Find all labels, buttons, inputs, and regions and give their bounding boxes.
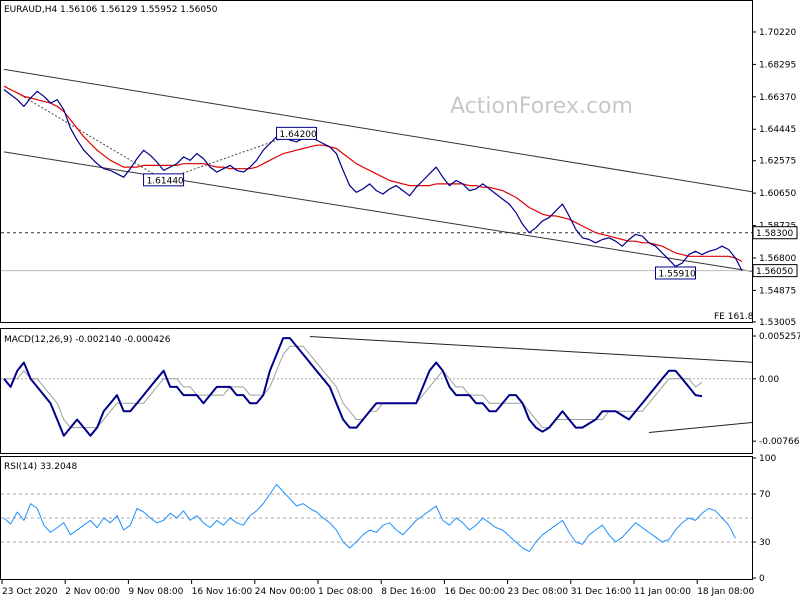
x-tick-label: 18 Jan 08:00	[697, 587, 754, 597]
watermark: ActionForex.com	[450, 94, 633, 119]
macd-trend-upper	[309, 336, 752, 363]
macd-panel-frame	[0, 328, 753, 454]
rsi-header: RSI(14) 33.2048	[4, 462, 77, 472]
moving-average-line	[3, 85, 743, 262]
x-tick-label: 23 Dec 08:00	[508, 587, 569, 597]
price-tick-label: 1.66370	[759, 93, 796, 103]
price-tick-label: 1.53005	[759, 318, 796, 328]
x-tick-label: 8 Dec 16:00	[381, 587, 436, 597]
x-axis: 23 Oct 2020 2 Nov 00:00 9 Nov 08:00 16 Nov …	[1, 580, 754, 597]
dotted-trend-line	[163, 132, 297, 181]
price-tick-label: 1.64445	[759, 125, 796, 135]
x-tick-label: 11 Jan 00:00	[634, 587, 691, 597]
macd-tick-label: 0.00	[759, 375, 779, 385]
rsi-axis: 100 70 30 0	[752, 454, 776, 584]
rsi-tick-label: 70	[759, 490, 771, 500]
dotted-trend-line	[17, 92, 164, 181]
price-header: EURAUD,H4 1.56106 1.56129 1.55952 1.5605…	[4, 5, 218, 15]
x-tick-label: 31 Dec 16:00	[571, 587, 632, 597]
macd-signal-line	[4, 345, 703, 429]
annotation-label: 1.55910	[659, 269, 696, 279]
level-label-box	[752, 226, 798, 240]
x-tick-label: 24 Nov 00:00	[255, 587, 316, 597]
rsi-layer	[1, 483, 752, 553]
annotation-box	[143, 173, 185, 187]
x-tick-label: 9 Nov 08:00	[128, 587, 183, 597]
macd-tick-label: 0.005257	[759, 332, 800, 342]
macd-trend-lower	[648, 422, 752, 433]
rsi-tick-label: 100	[759, 454, 776, 464]
rsi-line	[3, 483, 736, 553]
macd-header: MACD(12,26,9) -0.002140 -0.000426	[4, 335, 171, 345]
current-price-box	[752, 264, 798, 278]
annotation-box	[276, 126, 318, 140]
price-tick-label: 1.68295	[759, 60, 796, 70]
x-tick-label: 16 Nov 16:00	[192, 587, 253, 597]
x-tick-label: 23 Oct 2020	[2, 587, 58, 597]
rsi-panel-frame	[0, 456, 753, 580]
fe-label: FE 161.8	[714, 312, 754, 322]
rsi-tick-label: 30	[759, 538, 771, 548]
macd-axis: 0.005257 0.00 -0.007663	[752, 332, 800, 447]
price-line	[3, 89, 743, 271]
x-tick-label: 1 Dec 08:00	[318, 587, 373, 597]
price-layer: 1.64200 1.61440 1.55910	[1, 68, 752, 280]
x-tick-label: 2 Nov 00:00	[65, 587, 120, 597]
macd-line	[3, 337, 703, 437]
channel-upper-line	[3, 68, 752, 193]
annotation-box	[655, 266, 697, 280]
annotation-label: 1.61440	[147, 176, 184, 186]
level-label: 1.58300	[756, 229, 793, 239]
price-tick-label: 1.54875	[759, 286, 796, 296]
current-price-label: 1.56050	[756, 267, 793, 277]
rsi-tick-label: 0	[759, 574, 765, 584]
x-tick-label: 16 Dec 00:00	[444, 587, 505, 597]
annotation-label: 1.64200	[280, 130, 317, 140]
price-tick-label: 1.60650	[759, 189, 796, 199]
price-tick-label: 1.70220	[759, 28, 796, 38]
price-tick-label: 1.62575	[759, 157, 796, 167]
price-tick-label: 1.56800	[759, 254, 796, 264]
macd-tick-label: -0.007663	[759, 437, 800, 447]
price-panel-frame	[0, 0, 753, 323]
price-axis: 1.70220 1.68295 1.66370 1.64445 1.62575 1.606…	[752, 28, 798, 328]
macd-layer	[1, 336, 752, 437]
